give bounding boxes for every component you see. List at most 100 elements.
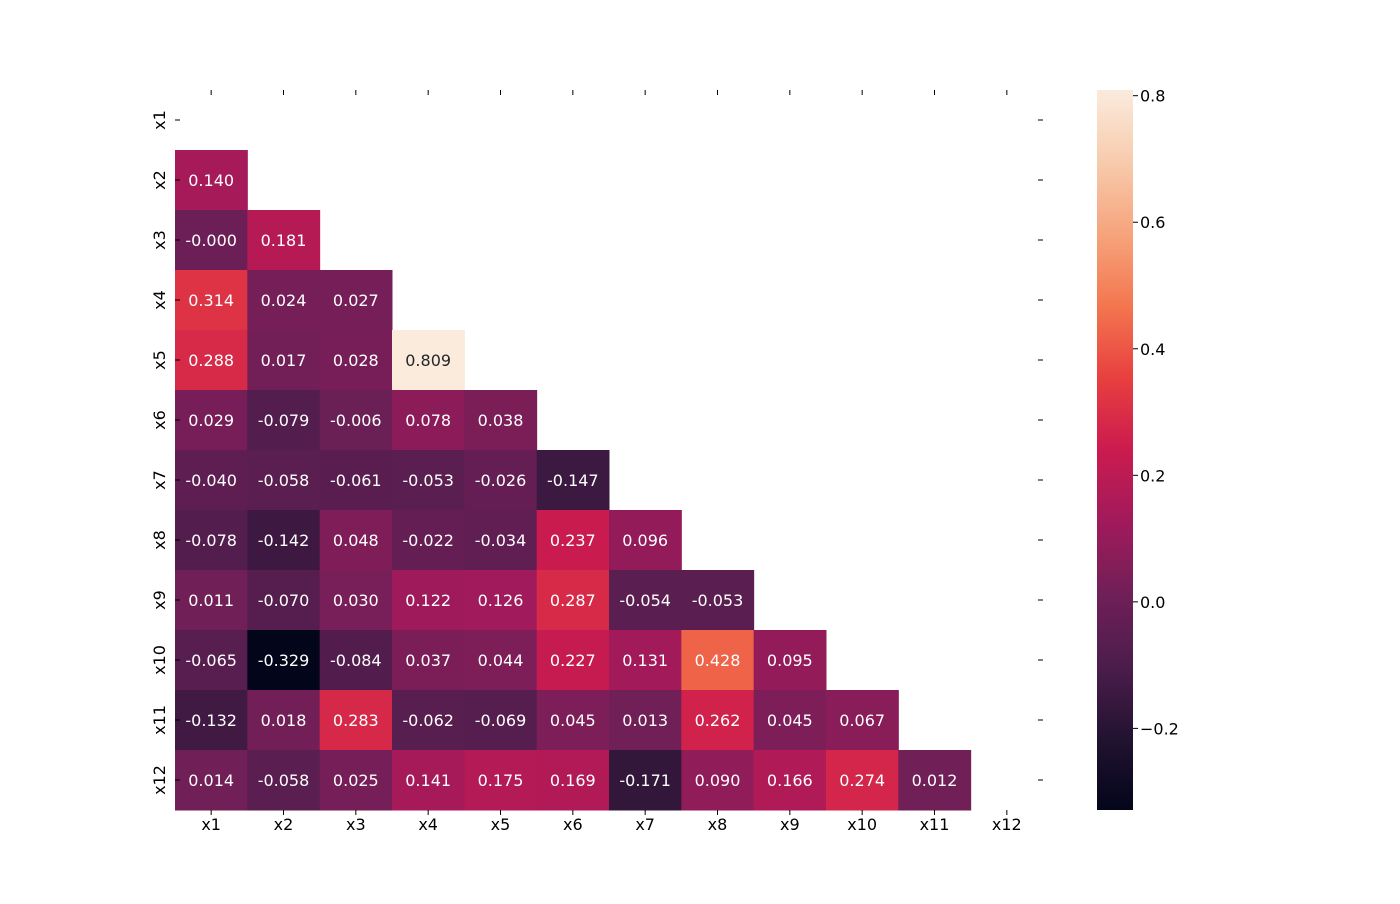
cell-value-label: 0.025	[333, 771, 379, 790]
heatmap-cell	[609, 750, 682, 811]
heatmap-cell	[247, 270, 321, 331]
cell-value-label: -0.079	[258, 411, 310, 430]
heatmap-cell	[392, 510, 465, 571]
heatmap-cell	[319, 630, 393, 691]
cell-value-label: -0.000	[185, 231, 237, 250]
heatmap-cell	[319, 570, 393, 631]
x-tick-label: x12	[992, 815, 1022, 834]
cell-value-label: 0.288	[188, 351, 234, 370]
cell-value-label: 0.044	[478, 651, 524, 670]
heatmap-cell	[175, 210, 248, 271]
heatmap-cell	[392, 390, 465, 451]
x-tick-label: x3	[346, 815, 366, 834]
heatmap-cell	[247, 750, 321, 811]
cell-value-label: 0.237	[550, 531, 596, 550]
heatmap-cell	[536, 570, 610, 631]
colorbar-tick-label: 0.4	[1140, 340, 1165, 359]
heatmap-cell	[175, 750, 248, 811]
cell-value-label: -0.034	[475, 531, 527, 550]
cell-value-label: 0.045	[550, 711, 596, 730]
cell-value-label: 0.037	[405, 651, 451, 670]
cell-value-label: 0.175	[478, 771, 524, 790]
heatmap-cell	[392, 630, 465, 691]
cell-value-label: -0.006	[330, 411, 382, 430]
heatmap-cell	[681, 690, 755, 751]
heatmap-cell	[681, 630, 755, 691]
cell-value-label: 0.090	[695, 771, 741, 790]
cell-value-label: 0.078	[405, 411, 451, 430]
heatmap-cell	[247, 510, 321, 571]
y-tick-label: x8	[150, 530, 169, 550]
x-tick-label: x4	[418, 815, 438, 834]
x-axis: x1 x2 x3 x4 x5 x6 x7 x8 x9 x10 x11 x12	[201, 90, 1022, 834]
heatmap-cell	[826, 690, 899, 751]
y-axis: x1 x2 x3 x4 x5 x6 x7 x8 x9 x10 x11 x12	[150, 110, 1043, 795]
cell-value-label: 0.011	[188, 591, 234, 610]
heatmap-cell	[319, 390, 393, 451]
heatmap-cell	[175, 630, 248, 691]
heatmap-cell	[898, 750, 972, 811]
colorbar-tick-label: 0.6	[1140, 213, 1165, 232]
heatmap-cell	[753, 690, 827, 751]
heatmap-cell	[392, 330, 465, 391]
heatmap-cell	[319, 750, 393, 811]
cell-value-label: -0.040	[185, 471, 237, 490]
heatmap-cell	[247, 210, 321, 271]
heatmap-cell	[464, 630, 538, 691]
heatmap-cell	[319, 270, 393, 331]
heatmap-cell	[464, 390, 538, 451]
y-tick-label: x9	[150, 590, 169, 610]
heatmap-cell	[536, 510, 610, 571]
y-tick-label: x4	[150, 290, 169, 310]
heatmap-cell	[247, 690, 321, 751]
x-tick-label: x7	[635, 815, 655, 834]
heatmap-cell	[609, 630, 682, 691]
cell-value-label: 0.017	[261, 351, 307, 370]
cell-value-label: -0.084	[330, 651, 382, 670]
cell-value-label: 0.048	[333, 531, 379, 550]
x-tick-label: x9	[780, 815, 800, 834]
y-tick-label: x7	[150, 470, 169, 490]
cell-value-label: 0.141	[405, 771, 451, 790]
heatmap-cell	[392, 750, 465, 811]
cell-value-label: -0.065	[185, 651, 237, 670]
cell-value-label: -0.026	[475, 471, 527, 490]
heatmap-cell	[247, 630, 321, 691]
cell-value-label: 0.809	[405, 351, 451, 370]
heatmap-cell	[175, 510, 248, 571]
heatmap-cell	[319, 330, 393, 391]
x-tick-label: x10	[847, 815, 877, 834]
cell-value-label: -0.022	[402, 531, 454, 550]
cell-value-label: 0.096	[622, 531, 668, 550]
heatmap-cell	[464, 690, 538, 751]
x-tick-label: x11	[920, 815, 950, 834]
cell-value-label: 0.018	[261, 711, 307, 730]
y-tick-label: x11	[150, 705, 169, 735]
x-tick-label: x8	[708, 815, 728, 834]
cell-value-label: 0.314	[188, 291, 234, 310]
cell-value-label: 0.166	[767, 771, 813, 790]
heatmap-cell	[681, 750, 755, 811]
heatmap-cell	[536, 690, 610, 751]
cell-value-label: 0.028	[333, 351, 379, 370]
heatmap-cell	[175, 570, 248, 631]
heatmap-cell	[247, 450, 321, 511]
cell-value-label: -0.058	[258, 771, 310, 790]
heatmap-cell	[464, 450, 538, 511]
colorbar-tick-label: −0.2	[1140, 719, 1179, 738]
heatmap-cell	[175, 690, 248, 751]
cell-value-label: -0.058	[258, 471, 310, 490]
heatmap-cell	[319, 450, 393, 511]
cell-value-label: 0.169	[550, 771, 596, 790]
cell-value-label: -0.070	[258, 591, 310, 610]
y-tick-label: x6	[150, 410, 169, 430]
cell-value-label: 0.428	[695, 651, 741, 670]
heatmap-cell	[175, 450, 248, 511]
heatmap-cell	[464, 510, 538, 571]
cell-value-label: 0.274	[839, 771, 885, 790]
cell-value-label: 0.014	[188, 771, 234, 790]
y-tick-label: x10	[150, 645, 169, 675]
cell-value-label: 0.038	[478, 411, 524, 430]
cell-value-label: -0.053	[402, 471, 454, 490]
cell-value-label: 0.140	[188, 171, 234, 190]
